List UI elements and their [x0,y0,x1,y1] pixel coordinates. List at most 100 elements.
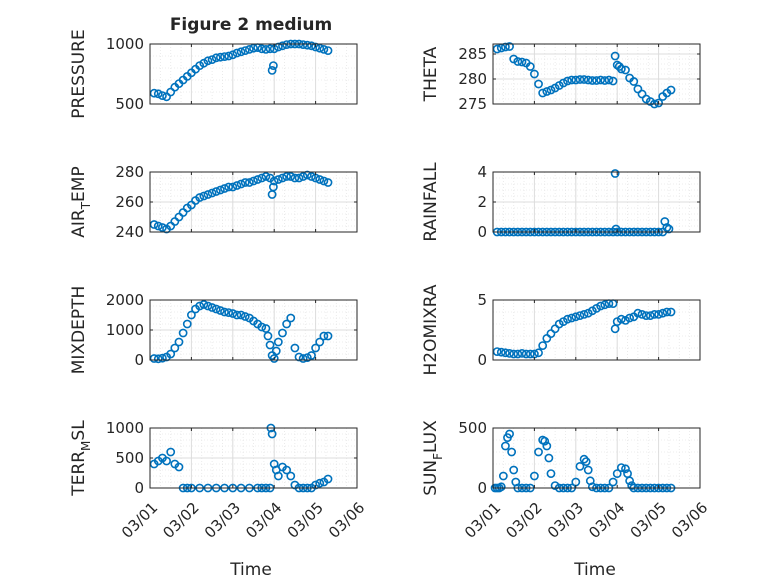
y-axis-label-rest: SL [69,420,89,441]
data-point [224,182,234,192]
data-point [282,319,292,329]
data-point [278,41,287,51]
data-point [166,349,176,359]
data-point [505,429,514,439]
data-point [501,441,510,451]
data-point [294,173,304,183]
figure-title: Figure 2 medium [170,15,332,35]
axes-box [492,43,701,105]
data-point [498,471,508,481]
subplot-air: 240 260 280 AIRTEMP [69,163,358,241]
data-point [517,57,527,67]
y-tick-label: 4 [477,163,487,181]
data-point [530,69,539,79]
data-point [290,173,300,183]
y-axis-label-main: RAINFALL [421,162,441,242]
data-point [587,76,597,85]
data-point [249,43,258,53]
subplot-mixdepth: 0 1000 2000 MIXDEPTH [69,286,358,375]
data-point [240,312,250,321]
y-tick-label: 260 [115,193,144,211]
data-point [224,51,234,61]
data-point [182,319,192,329]
data-point [604,75,614,85]
data-point [507,447,517,457]
y-tick-label: 0 [477,223,487,241]
data-point [240,178,250,187]
data-point [269,176,279,186]
y-axis-label-main: AIR [69,209,89,238]
data-point [302,40,312,50]
data-point [220,52,229,61]
data-point [158,91,167,100]
data-point [265,44,275,54]
y-tick-label: 500 [458,419,487,437]
data-point [228,309,238,318]
subplot-theta: 275 280 285 THETA [421,42,701,113]
y-axis-label: PRESSURE [69,29,89,118]
data-point [273,42,283,52]
data-point [596,301,606,311]
data-point [563,76,572,86]
y-tick-label: 240 [115,223,144,241]
data-point [575,461,585,471]
y-tick-label: 2 [477,193,487,211]
data-point [625,313,635,323]
data-point [621,464,630,474]
data-point [178,328,188,338]
data-point [244,178,254,187]
data-point [199,191,209,201]
data-point [525,349,535,359]
y-axis-label-subscript: M [79,441,93,451]
data-point [496,482,506,492]
data-point [257,44,267,54]
data-point [282,40,292,49]
data-point [203,190,213,199]
data-point [207,303,217,312]
data-point [207,188,217,198]
data-point [278,173,287,183]
data-point [592,76,601,85]
data-point [496,347,506,357]
data-point [517,348,527,358]
data-point [505,348,514,358]
data-point [236,310,246,320]
y-axis-label-main: MIXDEPTH [69,286,89,375]
y-tick-label: 280 [458,70,487,88]
data-point [662,223,672,232]
data-point [571,75,581,85]
data-point [662,307,672,317]
data-point [302,353,312,362]
data-point [311,480,320,490]
data-point [315,43,325,53]
data-point [236,179,246,189]
y-tick-label: 2000 [106,291,144,309]
data-point [323,474,333,484]
y-tick-label: 0 [477,351,487,369]
data-point [257,173,267,183]
data-point [616,463,626,472]
data-point [298,40,308,49]
data-point [544,453,554,463]
data-point [625,476,635,486]
data-point [170,343,180,353]
data-point [195,193,205,202]
data-point [505,42,514,51]
data-point [149,354,159,363]
data-point [319,331,329,341]
axes-box [492,299,701,361]
data-point [211,53,221,63]
y-tick-label: 500 [115,449,144,467]
data-point [323,331,333,341]
data-point [534,79,543,89]
data-point [153,354,163,364]
y-axis-label: RAINFALL [421,162,441,242]
y-tick-label: 280 [115,163,144,181]
data-point [278,328,287,338]
data-point [513,349,523,359]
data-point [282,465,292,475]
y-axis-label-subscript: T [79,201,93,210]
data-point [228,50,238,60]
y-axis-label-rest: LUX [421,420,441,453]
y-axis-label: AIRTEMP [69,166,93,237]
